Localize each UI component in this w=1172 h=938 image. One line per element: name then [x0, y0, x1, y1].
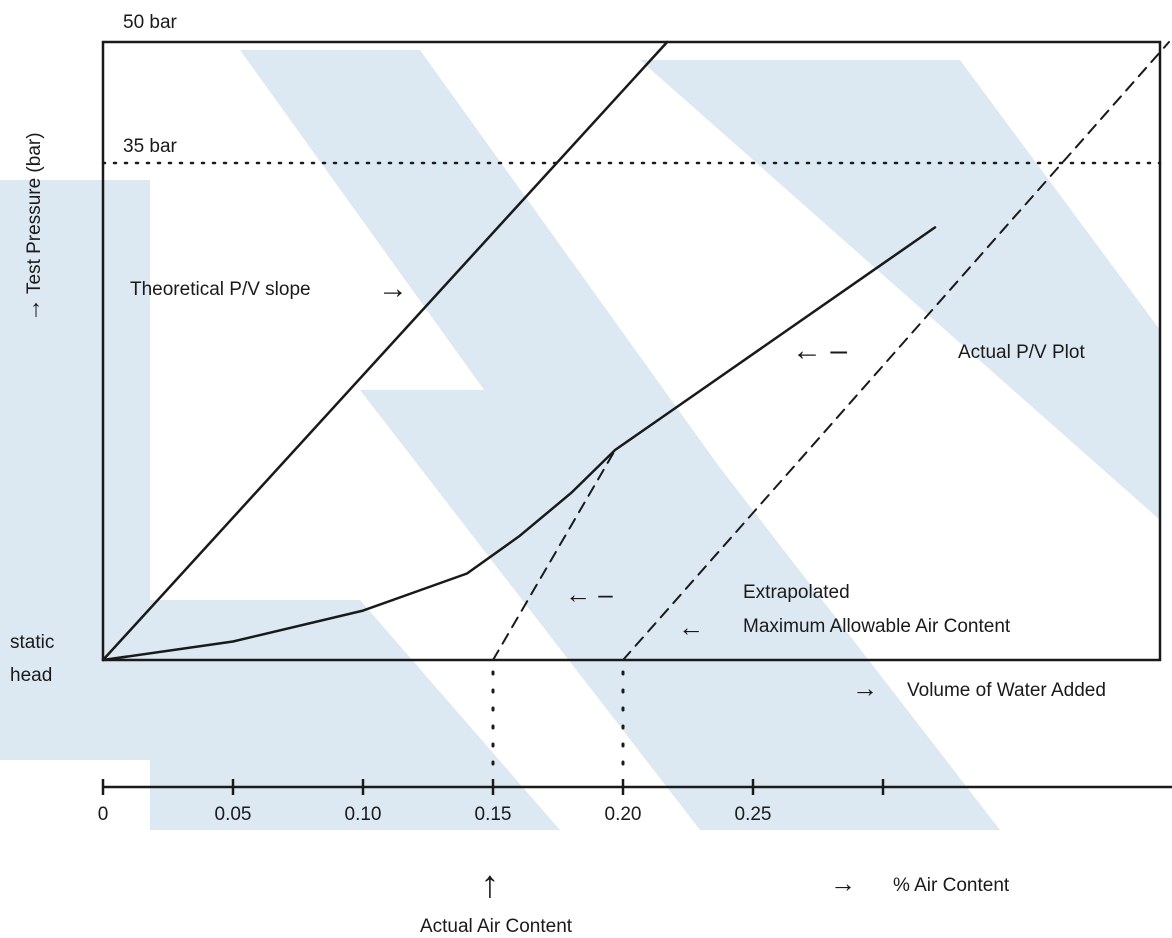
- volume-arrow: →: [852, 673, 878, 703]
- actual-label: Actual P/V Plot: [958, 342, 1085, 363]
- air-content-axis: 0 0.05 0.10 0.15 0.20 0.25: [98, 779, 1172, 825]
- head-label: head: [10, 665, 52, 686]
- max-air-content-line: [622, 41, 1170, 661]
- max-air-arrow: ←: [678, 612, 704, 642]
- actual-arrow: ← –: [792, 334, 847, 367]
- theoretical-arrow: →: [378, 272, 408, 305]
- air-content-label: % Air Content: [893, 875, 1010, 896]
- plot-frame: [101, 40, 1162, 662]
- actual-air-arrow: ↑: [481, 864, 500, 906]
- y-axis-title: → Test Pressure (bar): [19, 132, 46, 322]
- watermark-stripe-5: [150, 600, 560, 830]
- watermark-stripe-4: [640, 60, 1160, 520]
- x-tick-label: 0: [98, 804, 109, 825]
- x-tick-label: 0.15: [475, 804, 512, 825]
- ref-pressure-label: 35 bar: [123, 136, 178, 157]
- static-label: static: [10, 632, 54, 653]
- y-axis-label: Test Pressure (bar): [24, 132, 45, 294]
- watermark-stripe-1: [0, 180, 150, 760]
- top-pressure-label: 50 bar: [123, 12, 178, 33]
- extrapolated-label: Extrapolated: [743, 582, 850, 603]
- extrapolated-arrow: ← –: [565, 579, 613, 609]
- max-air-label: Maximum Allowable Air Content: [743, 616, 1011, 637]
- air-content-arrow: →: [830, 868, 856, 898]
- watermark-stripe-3: [360, 390, 1000, 830]
- actual-air-label: Actual Air Content: [420, 916, 573, 937]
- air-content-ticks: 0 0.05 0.10 0.15 0.20 0.25: [98, 779, 885, 825]
- extrapolated-line: [492, 448, 617, 661]
- y-axis-arrow: →: [19, 298, 46, 322]
- watermark-shapes: [0, 50, 1160, 830]
- x-tick-label: 0.05: [215, 804, 252, 825]
- theoretical-pv-line: [101, 40, 669, 662]
- actual-pv-line: [101, 226, 937, 662]
- x-tick-label: 0.10: [345, 804, 382, 825]
- volume-label: Volume of Water Added: [907, 680, 1106, 701]
- theoretical-label: Theoretical P/V slope: [130, 279, 311, 300]
- x-tick-label: 0.25: [735, 804, 772, 825]
- x-tick-label: 0.20: [605, 804, 642, 825]
